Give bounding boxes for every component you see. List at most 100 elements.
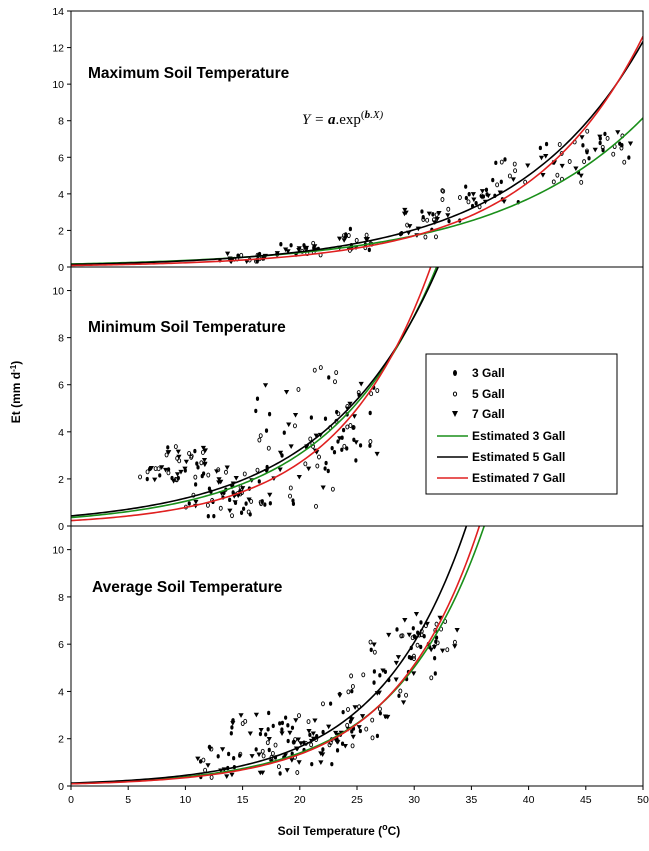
point-3-gall xyxy=(336,439,340,444)
point-7-gall xyxy=(374,451,380,457)
point-7-gall xyxy=(312,718,318,724)
point-3-gall xyxy=(264,732,268,737)
point-7-gall xyxy=(295,737,301,743)
point-5-gall xyxy=(372,649,377,655)
x-tick-label: 40 xyxy=(523,794,535,806)
point-5-gall xyxy=(205,502,210,508)
point-5-gall xyxy=(551,179,556,185)
y-tick-label: 10 xyxy=(52,545,64,557)
x-tick-label: 45 xyxy=(580,794,592,806)
point-7-gall xyxy=(627,141,634,147)
legend-entry-estimated-7-gall: Estimated 7 Gall xyxy=(437,471,565,485)
point-7-gall xyxy=(428,647,434,653)
y-axis-label: Et (mm d-1) xyxy=(9,361,24,423)
y-tick-label: 4 xyxy=(58,427,64,439)
point-7-gall xyxy=(318,751,324,756)
point-7-gall xyxy=(166,450,172,455)
x-tick-label: 10 xyxy=(180,794,192,806)
point-7-gall xyxy=(195,756,201,762)
point-5-gall xyxy=(512,161,517,167)
point-3-gall xyxy=(484,187,489,193)
point-7-gall xyxy=(393,660,399,666)
point-7-gall xyxy=(597,134,603,140)
point-7-gall xyxy=(402,207,408,213)
point-7-gall xyxy=(256,752,262,758)
panel-1: 0 2 4 6 8 10 12 14 Maximum Soil Temperature xyxy=(52,6,644,274)
point-3-gall xyxy=(267,747,271,753)
point-5-gall xyxy=(423,234,428,240)
x-axis-label: Soil Temperature (oC) xyxy=(278,822,401,838)
point-7-gall xyxy=(303,245,310,251)
point-3-gall xyxy=(358,728,362,734)
point-7-gall xyxy=(592,147,598,153)
x-tick-label: 5 xyxy=(125,794,131,806)
legend-entry-3-gall: 3 Gall xyxy=(453,366,505,380)
point-7-gall xyxy=(306,466,312,472)
point-5-gall xyxy=(318,365,323,371)
point-3-gall xyxy=(464,184,468,189)
legend-label-5-gall: 5 Gall xyxy=(472,387,505,401)
point-7-gall xyxy=(306,729,312,734)
point-7-gall xyxy=(510,177,516,183)
point-3-gall xyxy=(323,466,327,471)
point-5-gall xyxy=(400,633,405,639)
scatter-points xyxy=(138,365,380,519)
panel-frame xyxy=(70,525,644,787)
point-7-gall xyxy=(201,457,208,463)
fit-line-estimated-5-gall xyxy=(71,41,643,266)
point-5-gall xyxy=(364,232,369,238)
point-3-gall xyxy=(222,490,226,495)
point-3-gall xyxy=(284,715,288,720)
y-tick-label: 6 xyxy=(58,380,64,392)
point-3-gall xyxy=(485,192,489,197)
y-tick-label: 6 xyxy=(58,152,64,164)
point-5-gall xyxy=(293,423,297,429)
point-5-gall xyxy=(288,485,293,491)
point-7-gall xyxy=(573,166,579,172)
point-3-gall xyxy=(411,626,415,631)
legend-entry-estimated-3-gall: Estimated 3 Gall xyxy=(437,429,565,443)
point-3-gall xyxy=(280,727,284,732)
point-5-gall xyxy=(368,639,373,645)
equation-lhs: Y = xyxy=(302,112,328,128)
panels-layer: 0 2 4 6 8 10 12 14 Maximum Soil Temperature 0 2 4 6 8… xyxy=(52,6,649,806)
point-7-gall xyxy=(615,130,621,135)
y-axis-label-tail: ) xyxy=(9,361,23,365)
point-3-gall xyxy=(383,714,388,719)
y-tick-label: 8 xyxy=(58,592,64,604)
point-3-gall xyxy=(627,155,631,160)
y-tick-label: 2 xyxy=(58,474,64,486)
point-3-gall xyxy=(271,723,275,729)
point-5-gall xyxy=(199,460,204,466)
point-3-gall xyxy=(350,688,354,694)
point-7-gall xyxy=(407,224,413,229)
point-5-gall xyxy=(293,737,298,743)
point-5-gall xyxy=(156,466,161,472)
point-3-gall xyxy=(239,510,244,515)
point-7-gall xyxy=(359,714,366,719)
point-7-gall xyxy=(538,155,545,161)
point-5-gall xyxy=(364,726,369,732)
point-7-gall xyxy=(342,235,349,241)
y-tick-label: 10 xyxy=(52,79,64,91)
point-3-gall xyxy=(340,447,344,452)
fit-curves xyxy=(71,35,643,267)
point-3-gall xyxy=(587,156,591,161)
point-7-gall xyxy=(439,648,446,654)
point-3-gall xyxy=(491,177,495,183)
point-5-gall xyxy=(377,706,382,712)
point-7-gall xyxy=(216,480,222,485)
point-5-gall xyxy=(356,390,361,395)
point-3-gall xyxy=(158,473,162,478)
point-7-gall xyxy=(380,668,386,674)
y-tick-label: 2 xyxy=(58,734,64,746)
point-5-gall xyxy=(297,713,301,719)
y-tick-label: 14 xyxy=(52,6,64,18)
y-axis-label-main: Et (mm d xyxy=(9,372,23,423)
point-3-gall xyxy=(344,232,348,237)
equation-a: a xyxy=(328,112,336,128)
point-7-gall xyxy=(266,737,272,742)
point-7-gall xyxy=(543,154,549,159)
point-7-gall xyxy=(454,627,460,633)
